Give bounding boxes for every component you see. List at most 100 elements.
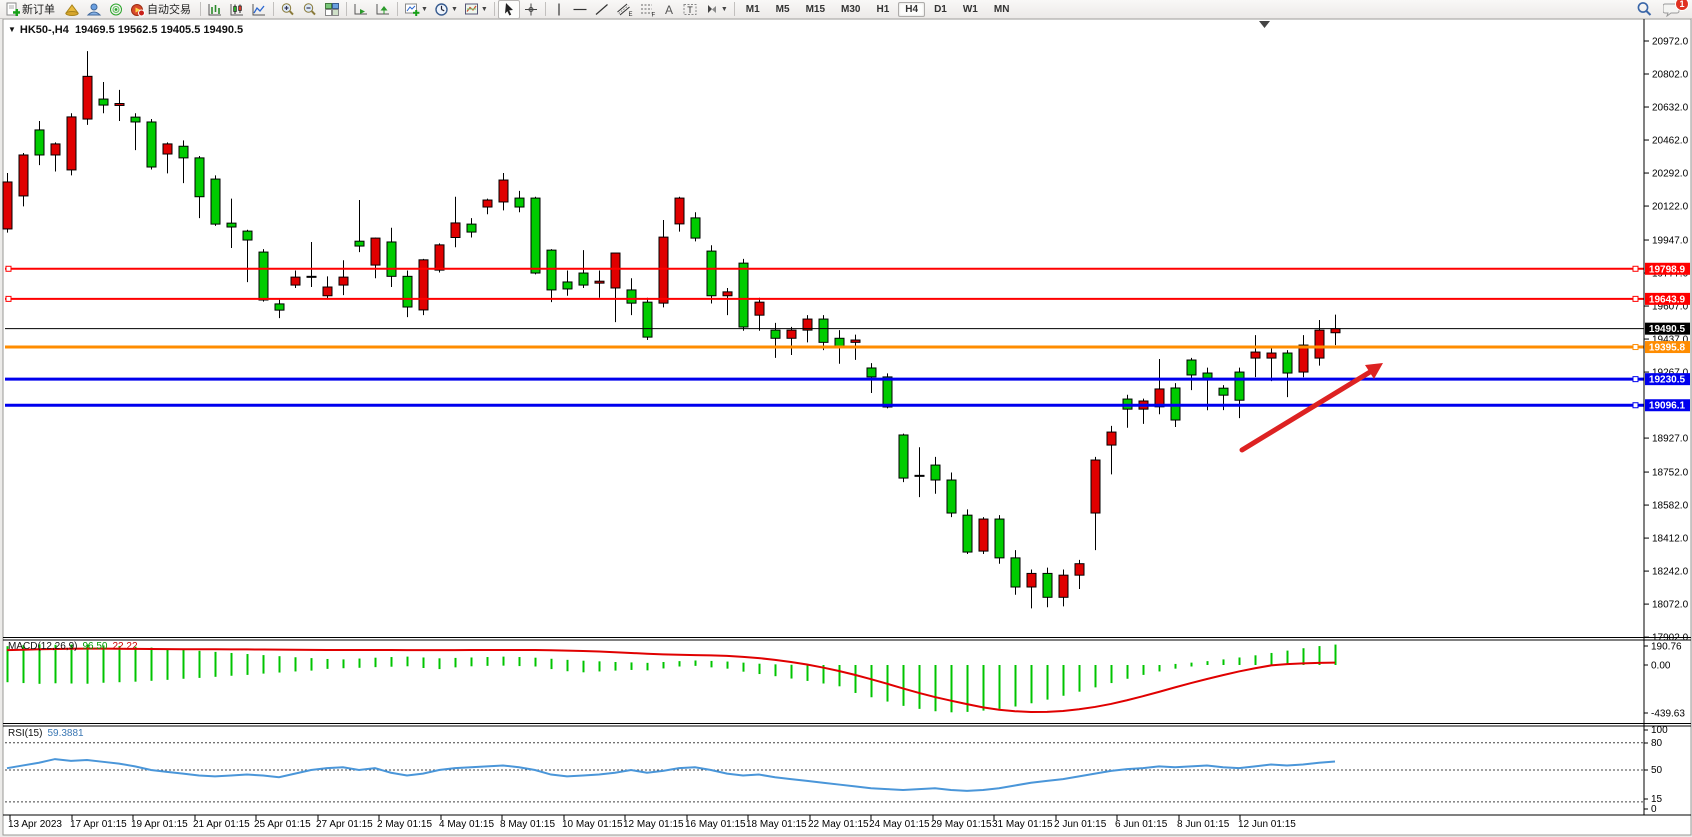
chart-type-line-button[interactable] [248, 0, 270, 19]
trend-arrow-head[interactable] [1365, 363, 1383, 379]
line-chart-icon [251, 2, 267, 17]
candle [370, 237, 381, 266]
price-line-label: 19643.9 [1649, 294, 1686, 305]
profile-button[interactable] [83, 0, 105, 19]
fibonacci-icon: F [639, 2, 656, 17]
one-click-trading-toggle-icon[interactable]: ▼ [8, 25, 16, 34]
candle [386, 241, 397, 277]
candle [1154, 388, 1165, 408]
candle [82, 75, 93, 120]
toolbar-divider [346, 2, 347, 16]
candle [434, 244, 445, 271]
timeframe-mn-button[interactable]: MN [993, 3, 1010, 15]
new-order-label: 新订单 [22, 4, 55, 16]
dropdown-caret-icon[interactable]: ▼ [450, 5, 458, 13]
chart-type-candles-button[interactable] [226, 0, 248, 19]
zoom-in-button[interactable] [277, 0, 299, 19]
time-axis-label: 16 May 01:15 [685, 819, 746, 830]
time-axis-label: 12 Jun 01:15 [1238, 819, 1296, 830]
candle [674, 197, 685, 225]
hline-anchor[interactable] [5, 265, 12, 272]
trendline-tool-button[interactable] [591, 0, 613, 19]
tile-windows-button[interactable] [321, 0, 343, 19]
fibonacci-tool-button[interactable]: F [636, 0, 659, 19]
tile-windows-icon [324, 2, 340, 17]
candle [466, 223, 477, 233]
rsi-line [6, 758, 1336, 792]
vertical-line-tool-button[interactable] [549, 0, 569, 19]
candle [866, 367, 877, 378]
timeframe-w1-button[interactable]: W1 [962, 3, 978, 15]
candle [1218, 387, 1229, 396]
new-chart-button[interactable]: ▼ [401, 0, 431, 19]
templates-button[interactable]: ▼ [461, 0, 491, 19]
auto-scroll-button[interactable] [350, 0, 372, 19]
chart-type-bars-button[interactable] [204, 0, 226, 19]
hline-anchor[interactable] [1632, 295, 1639, 302]
toolbar-divider [493, 2, 495, 16]
rsi-axis-label: 0 [1651, 804, 1657, 815]
dropdown-caret-icon[interactable]: ▼ [480, 5, 488, 13]
cursor-tool-button[interactable] [497, 0, 520, 19]
time-axis-label: 6 Jun 01:15 [1115, 819, 1168, 830]
trend-arrow[interactable] [1239, 369, 1373, 453]
new-order-button[interactable]: 新订单 [2, 0, 61, 19]
horizontal-line-tool-button[interactable] [569, 0, 591, 19]
arrows-tool-button[interactable]: ▼ [701, 0, 731, 19]
candle [1250, 351, 1261, 359]
price-tick-label: 18752.0 [1652, 468, 1689, 479]
toolbar-divider [733, 2, 735, 16]
chart-shift-button[interactable] [372, 0, 394, 19]
toolbar-divider [544, 2, 546, 16]
text-tool-button[interactable]: A [659, 0, 679, 19]
hline-anchor[interactable] [5, 295, 12, 302]
time-axis-label: 22 May 01:15 [808, 819, 869, 830]
chart-shift-marker[interactable] [1259, 21, 1270, 28]
candle [306, 275, 317, 278]
hline-anchor[interactable] [1632, 344, 1639, 351]
time-axis-label: 12 May 01:15 [623, 819, 684, 830]
timeframe-d1-button[interactable]: D1 [934, 3, 947, 15]
candle [354, 240, 365, 247]
auto-trading-button[interactable]: 自动交易 [127, 0, 197, 19]
timeframe-m30-button[interactable]: M30 [841, 3, 861, 15]
hline-anchor[interactable] [1632, 402, 1639, 409]
price-line-label-box [1645, 399, 1690, 412]
price-tick-label: 20462.0 [1652, 136, 1689, 147]
timeframe-h4-button[interactable]: H4 [898, 1, 926, 17]
periods-button[interactable]: ▼ [431, 0, 461, 19]
search-button[interactable] [1633, 0, 1656, 19]
price-tick-label: 18927.0 [1652, 434, 1689, 445]
candle [530, 197, 541, 274]
timeframe-m5-button[interactable]: M5 [775, 3, 790, 15]
macd-axis-label: 190.76 [1651, 642, 1682, 653]
timeframe-m15-button[interactable]: M15 [805, 3, 826, 15]
candle [226, 222, 237, 228]
price-tick-label: 20972.0 [1652, 37, 1689, 48]
hline-anchor[interactable] [1632, 265, 1639, 272]
zoom-out-button[interactable] [299, 0, 321, 19]
gold-object-button[interactable] [61, 0, 83, 19]
candle [34, 129, 45, 156]
channel-tool-button[interactable]: E [613, 0, 636, 19]
hline-anchor[interactable] [1632, 376, 1639, 383]
candle [1234, 371, 1245, 401]
candle [178, 145, 189, 159]
dropdown-caret-icon[interactable]: ▼ [421, 5, 428, 13]
candle [786, 329, 797, 339]
candle [242, 230, 253, 241]
crosshair-tool-button[interactable] [520, 0, 542, 19]
timeframe-h1-button[interactable]: H1 [876, 3, 890, 15]
sonar-button[interactable] [105, 0, 127, 19]
candle [162, 143, 173, 155]
candle [1202, 372, 1213, 379]
text-label-tool-button[interactable]: T [679, 0, 701, 19]
candle [850, 339, 861, 343]
timeframe-m1-button[interactable]: M1 [745, 3, 760, 15]
auto-trading-label: 自动交易 [147, 4, 191, 16]
candle [1026, 572, 1037, 588]
messages-button[interactable]: 1 [1660, 0, 1689, 19]
time-axis-label: 2 May 01:15 [377, 819, 432, 830]
dropdown-caret-icon[interactable]: ▼ [720, 5, 728, 13]
